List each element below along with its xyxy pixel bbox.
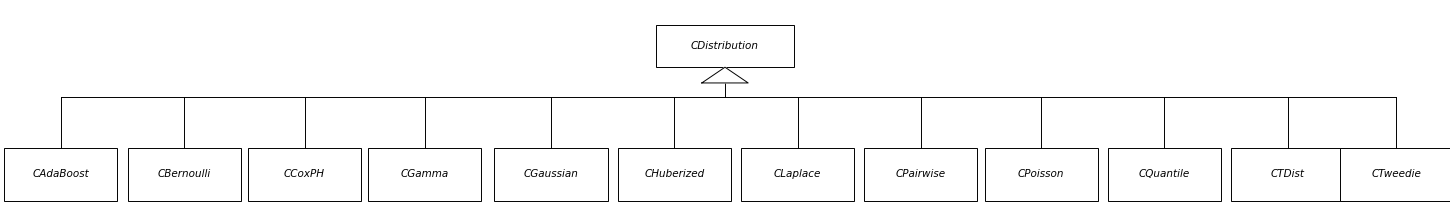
FancyBboxPatch shape [741,148,854,201]
Text: CQuantile: CQuantile [1138,169,1190,179]
Text: CPairwise: CPairwise [896,169,945,179]
Text: CGaussian: CGaussian [523,169,579,179]
FancyBboxPatch shape [618,148,731,201]
Text: CAdaBoost: CAdaBoost [32,169,90,179]
Text: CHuberized: CHuberized [644,169,705,179]
FancyBboxPatch shape [128,148,241,201]
FancyBboxPatch shape [248,148,361,201]
FancyBboxPatch shape [494,148,608,201]
FancyBboxPatch shape [368,148,481,201]
Text: CDistribution: CDistribution [692,41,758,51]
FancyBboxPatch shape [4,148,117,201]
Text: CCoxPH: CCoxPH [284,169,325,179]
FancyBboxPatch shape [655,25,795,67]
Polygon shape [702,67,748,83]
Text: CBernoulli: CBernoulli [158,169,210,179]
FancyBboxPatch shape [1231,148,1344,201]
FancyBboxPatch shape [985,148,1098,201]
Text: CGamma: CGamma [400,169,450,179]
Text: CLaplace: CLaplace [774,169,821,179]
Text: CTweedie: CTweedie [1372,169,1421,179]
FancyBboxPatch shape [1340,148,1450,201]
Text: CTDist: CTDist [1270,169,1305,179]
FancyBboxPatch shape [1108,148,1221,201]
FancyBboxPatch shape [864,148,977,201]
Text: CPoisson: CPoisson [1018,169,1064,179]
